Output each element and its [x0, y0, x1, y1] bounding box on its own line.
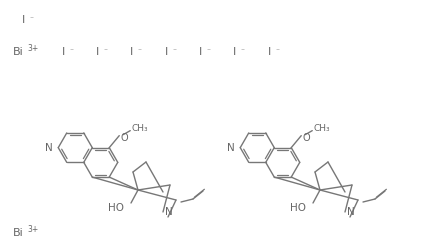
Text: I: I — [199, 47, 202, 57]
Text: CH₃: CH₃ — [131, 124, 148, 133]
Text: N: N — [46, 143, 53, 153]
Text: ⁻: ⁻ — [172, 46, 176, 55]
Text: O: O — [120, 133, 128, 143]
Text: I: I — [130, 47, 133, 57]
Text: Bi: Bi — [13, 47, 24, 57]
Text: I: I — [22, 15, 25, 25]
Text: I: I — [62, 47, 65, 57]
Text: N: N — [165, 207, 173, 217]
Text: ⁻: ⁻ — [137, 46, 141, 55]
Text: ⁻: ⁻ — [206, 46, 210, 55]
Text: Bi: Bi — [13, 228, 24, 238]
Text: HO: HO — [108, 203, 124, 213]
Text: I: I — [96, 47, 99, 57]
Text: O: O — [302, 133, 310, 143]
Text: ⁻: ⁻ — [69, 46, 73, 55]
Text: N: N — [227, 143, 235, 153]
Text: 3+: 3+ — [27, 44, 38, 53]
Text: I: I — [165, 47, 168, 57]
Text: I: I — [268, 47, 271, 57]
Text: ⁻: ⁻ — [29, 14, 33, 23]
Text: CH₃: CH₃ — [313, 124, 330, 133]
Text: ⁻: ⁻ — [103, 46, 107, 55]
Text: N: N — [347, 207, 355, 217]
Text: HO: HO — [290, 203, 306, 213]
Text: ⁻: ⁻ — [240, 46, 244, 55]
Text: I: I — [233, 47, 236, 57]
Text: 3+: 3+ — [27, 225, 38, 234]
Text: ⁻: ⁻ — [275, 46, 279, 55]
